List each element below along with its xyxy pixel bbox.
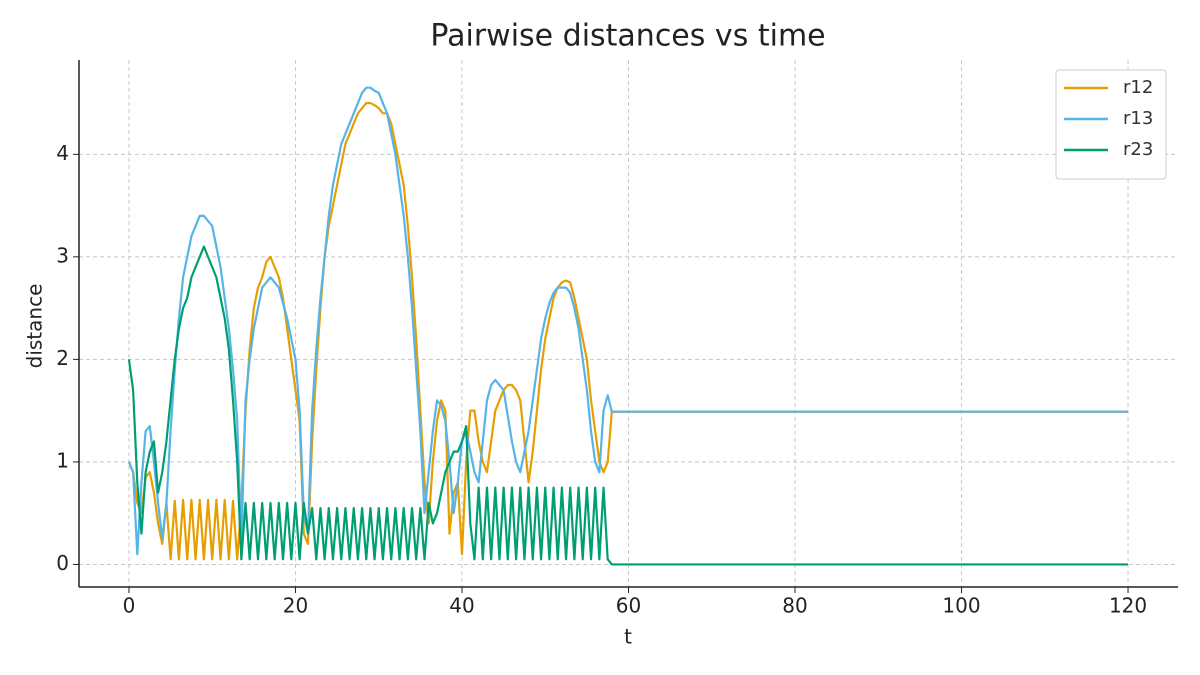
x-tick-label: 20 [283,594,308,618]
y-tick-label: 2 [56,346,69,370]
x-tick-label: 120 [1109,594,1147,618]
y-axis-label: distance [23,284,47,369]
legend: r12 r13 r23 [1055,69,1167,180]
legend-label: r23 [1123,139,1153,160]
x-axis-label: t [624,625,632,649]
legend-label: r12 [1123,77,1153,98]
x-tick-label: 40 [449,594,474,618]
legend-box [1055,69,1167,180]
data-line [127,101,1129,561]
chart-title: Pairwise distances vs time [430,19,825,54]
y-tick-label: 0 [56,551,69,575]
y-tick-label: 4 [56,141,69,165]
y-tick-label: 3 [56,243,69,267]
data-line [127,86,1129,556]
y-tick-label: 1 [56,448,69,472]
x-tick-label: 0 [123,594,136,618]
legend-label: r13 [1123,108,1153,129]
x-tick-label: 100 [942,594,980,618]
x-tick-label: 80 [782,594,807,618]
data-line [127,245,1129,566]
x-tick-label: 60 [616,594,641,618]
